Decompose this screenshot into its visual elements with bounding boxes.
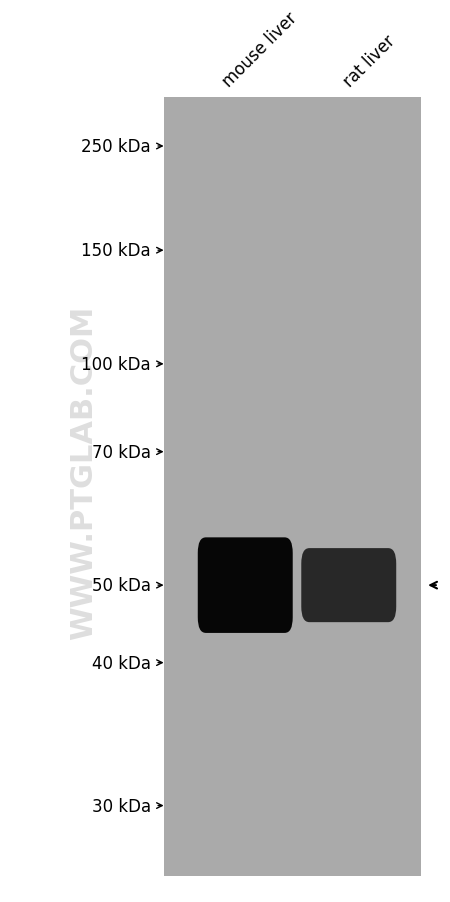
Bar	[164, 97, 421, 876]
Text: 150 kDa: 150 kDa	[81, 242, 151, 260]
Text: WWW.PTGLAB.COM: WWW.PTGLAB.COM	[69, 305, 98, 639]
Text: 30 kDa: 30 kDa	[92, 796, 151, 815]
FancyBboxPatch shape	[198, 538, 292, 633]
Text: 70 kDa: 70 kDa	[92, 443, 151, 461]
Text: 50 kDa: 50 kDa	[92, 576, 151, 594]
Text: 100 kDa: 100 kDa	[81, 355, 151, 373]
FancyBboxPatch shape	[302, 548, 396, 622]
Text: 250 kDa: 250 kDa	[81, 138, 151, 156]
Text: rat liver: rat liver	[341, 32, 399, 91]
Text: 40 kDa: 40 kDa	[92, 654, 151, 672]
Text: mouse liver: mouse liver	[219, 9, 301, 91]
